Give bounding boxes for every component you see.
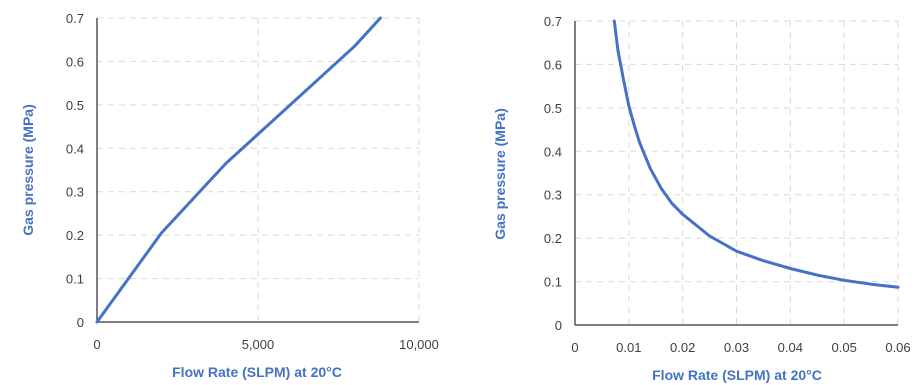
- y-axis-title: Gas pressure (MPa): [492, 108, 508, 240]
- x-axis-title: Flow Rate (SLPM) at 20°C: [172, 364, 342, 380]
- x-tick-label: 0: [93, 337, 100, 352]
- y-tick-label: 0.3: [66, 185, 84, 200]
- y-tick-label: 0.4: [544, 144, 562, 159]
- x-tick-label: 10,000: [399, 337, 439, 352]
- y-tick-label: 0: [77, 315, 84, 330]
- y-tick-label: 0.6: [66, 54, 84, 69]
- y-tick-label: 0.5: [544, 101, 562, 116]
- x-axis-title: Flow Rate (SLPM) at 20°C: [652, 367, 822, 383]
- y-tick-label: 0.2: [66, 228, 84, 243]
- y-axis-title: Gas pressure (MPa): [20, 104, 36, 236]
- series-line: [95, 16, 382, 324]
- x-tick-label: 5,000: [242, 337, 275, 352]
- chart-left: Flow Rate (SLPM) at 20°C Gas pressure (M…: [20, 11, 439, 380]
- y-tick-label: 0.7: [66, 11, 84, 26]
- x-tick-label: 0: [571, 340, 578, 355]
- y-tick-label: 0.1: [544, 275, 562, 290]
- y-tick-label: 0.1: [66, 272, 84, 287]
- x-tick-label: 0.02: [670, 340, 695, 355]
- x-tick-label: 0.06: [885, 340, 910, 355]
- x-tick-label: 0.01: [616, 340, 641, 355]
- x-tick-label: 0.04: [778, 340, 803, 355]
- y-tick-label: 0.3: [544, 188, 562, 203]
- chart-right: Flow Rate (SLPM) at 20°C Gas pressure (M…: [492, 14, 911, 383]
- y-tick-label: 0.2: [544, 231, 562, 246]
- y-tick-label: 0.6: [544, 57, 562, 72]
- y-tick-label: 0.5: [66, 98, 84, 113]
- y-tick-label: 0.7: [544, 14, 562, 29]
- series-line: [612, 19, 900, 289]
- y-tick-label: 0: [555, 318, 562, 333]
- x-tick-label: 0.05: [832, 340, 857, 355]
- x-tick-label: 0.03: [724, 340, 749, 355]
- y-tick-label: 0.4: [66, 141, 84, 156]
